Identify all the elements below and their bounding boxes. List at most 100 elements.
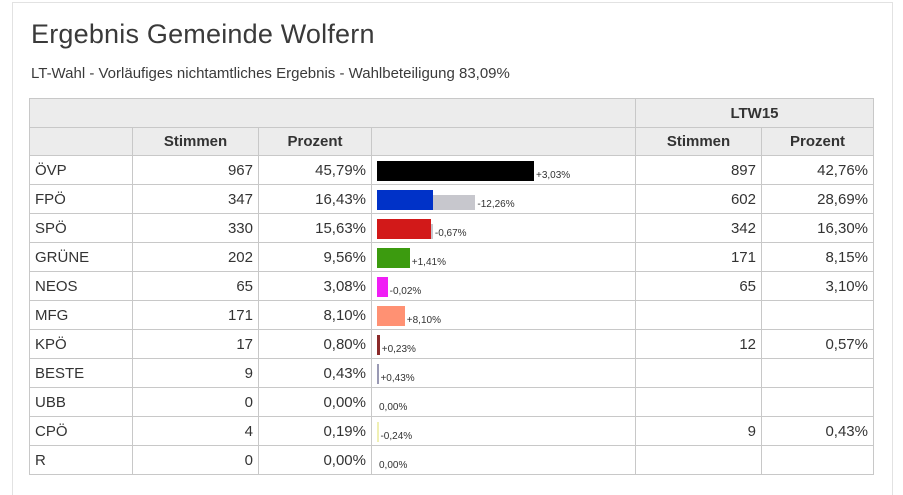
- bar-cell: 0,00%: [371, 387, 636, 417]
- prev-stimmen-value: 171: [635, 242, 762, 272]
- result-bar: [377, 161, 534, 181]
- prozent-value: 3,08%: [258, 271, 372, 301]
- header-stimmen: Stimmen: [132, 127, 259, 156]
- bar-wrap: -0,67%: [377, 214, 630, 242]
- result-bar: [377, 248, 410, 268]
- bar-cell: -0,02%: [371, 271, 636, 301]
- prev-stimmen-value: 602: [635, 184, 762, 214]
- bar-wrap: -0,02%: [377, 272, 630, 300]
- delta-label: -0,24%: [380, 431, 413, 442]
- delta-label: +1,41%: [411, 257, 446, 268]
- stimmen-value: 330: [132, 213, 259, 243]
- prozent-value: 0,80%: [258, 329, 372, 359]
- results-table: LTW15 Stimmen Prozent Stimmen Prozent ÖV…: [29, 98, 874, 475]
- prev-prozent-value: [761, 358, 874, 388]
- table-row: ÖVP 967 45,79% +3,03% 897 42,76%: [29, 155, 874, 185]
- table-row: BESTE 9 0,43% +0,43%: [29, 358, 874, 388]
- prozent-value: 9,56%: [258, 242, 372, 272]
- bar-wrap: -0,24%: [377, 417, 630, 445]
- table-row: NEOS 65 3,08% -0,02% 65 3,10%: [29, 271, 874, 301]
- prev-stimmen-value: 65: [635, 271, 762, 301]
- table-row: GRÜNE 202 9,56% +1,41% 171 8,15%: [29, 242, 874, 272]
- table-row: SPÖ 330 15,63% -0,67% 342 16,30%: [29, 213, 874, 243]
- prev-prozent-value: [761, 387, 874, 417]
- bar-cell: +8,10%: [371, 300, 636, 330]
- delta-label: +0,43%: [380, 373, 415, 384]
- result-bar: [377, 422, 379, 442]
- stimmen-value: 9: [132, 358, 259, 388]
- prozent-value: 0,43%: [258, 358, 372, 388]
- prozent-value: 8,10%: [258, 300, 372, 330]
- party-name: MFG: [29, 300, 133, 330]
- party-name: CPÖ: [29, 416, 133, 446]
- table-row: UBB 0 0,00% 0,00%: [29, 387, 874, 417]
- delta-label: -0,02%: [389, 286, 422, 297]
- prev-prozent-value: [761, 300, 874, 330]
- party-name: R: [29, 445, 133, 475]
- stimmen-value: 171: [132, 300, 259, 330]
- prozent-value: 16,43%: [258, 184, 372, 214]
- table-row: FPÖ 347 16,43% -12,26% 602 28,69%: [29, 184, 874, 214]
- bar-wrap: -12,26%: [377, 185, 630, 213]
- party-name: SPÖ: [29, 213, 133, 243]
- party-name: ÖVP: [29, 155, 133, 185]
- header-party: [29, 127, 133, 156]
- party-name: BESTE: [29, 358, 133, 388]
- bar-wrap: 0,00%: [377, 446, 630, 474]
- result-bar: [377, 335, 380, 355]
- prev-prozent-value: 28,69%: [761, 184, 874, 214]
- prozent-value: 15,63%: [258, 213, 372, 243]
- stimmen-value: 202: [132, 242, 259, 272]
- stimmen-value: 65: [132, 271, 259, 301]
- bar-cell: +1,41%: [371, 242, 636, 272]
- result-bar: [377, 277, 388, 297]
- delta-label: -0,67%: [434, 228, 467, 239]
- party-name: FPÖ: [29, 184, 133, 214]
- prev-prozent-value: 16,30%: [761, 213, 874, 243]
- prev-prozent-value: 42,76%: [761, 155, 874, 185]
- result-bar: [377, 306, 405, 326]
- prev-stimmen-value: [635, 358, 762, 388]
- bar-cell: -0,67%: [371, 213, 636, 243]
- delta-label: 0,00%: [379, 460, 408, 471]
- header-bar: [371, 127, 636, 156]
- table-row: MFG 171 8,10% +8,10%: [29, 300, 874, 330]
- stimmen-value: 347: [132, 184, 259, 214]
- bar-wrap: +0,43%: [377, 359, 630, 387]
- page-subtitle: LT-Wahl - Vorläufiges nichtamtliches Erg…: [31, 65, 510, 82]
- bar-wrap: +1,41%: [377, 243, 630, 271]
- delta-label: +0,23%: [381, 344, 416, 355]
- bar-wrap: +0,23%: [377, 330, 630, 358]
- bar-wrap: +8,10%: [377, 301, 630, 329]
- result-bar: [377, 364, 379, 384]
- result-bar: [377, 219, 431, 239]
- prev-prozent-value: 0,57%: [761, 329, 874, 359]
- bar-wrap: +3,03%: [377, 156, 630, 184]
- prozent-value: 45,79%: [258, 155, 372, 185]
- table-row: KPÖ 17 0,80% +0,23% 12 0,57%: [29, 329, 874, 359]
- stimmen-value: 4: [132, 416, 259, 446]
- party-name: GRÜNE: [29, 242, 133, 272]
- prev-prozent-value: 8,15%: [761, 242, 874, 272]
- group-header-ltw15: LTW15: [635, 98, 874, 128]
- delta-label: +8,10%: [406, 315, 441, 326]
- bar-cell: 0,00%: [371, 445, 636, 475]
- prev-stimmen-value: [635, 387, 762, 417]
- party-name: NEOS: [29, 271, 133, 301]
- stimmen-value: 0: [132, 387, 259, 417]
- prev-prozent-value: 0,43%: [761, 416, 874, 446]
- bar-cell: -0,24%: [371, 416, 636, 446]
- column-header-row: Stimmen Prozent Stimmen Prozent: [29, 127, 874, 156]
- prozent-value: 0,00%: [258, 387, 372, 417]
- table-row: CPÖ 4 0,19% -0,24% 9 0,43%: [29, 416, 874, 446]
- stimmen-value: 967: [132, 155, 259, 185]
- prev-stimmen-value: 12: [635, 329, 762, 359]
- bar-cell: +0,43%: [371, 358, 636, 388]
- bar-wrap: 0,00%: [377, 388, 630, 416]
- party-name: UBB: [29, 387, 133, 417]
- prev-prozent-value: [761, 445, 874, 475]
- prev-stimmen-value: 897: [635, 155, 762, 185]
- group-header-row: LTW15: [29, 98, 874, 128]
- table-row: R 0 0,00% 0,00%: [29, 445, 874, 475]
- prev-stimmen-value: 9: [635, 416, 762, 446]
